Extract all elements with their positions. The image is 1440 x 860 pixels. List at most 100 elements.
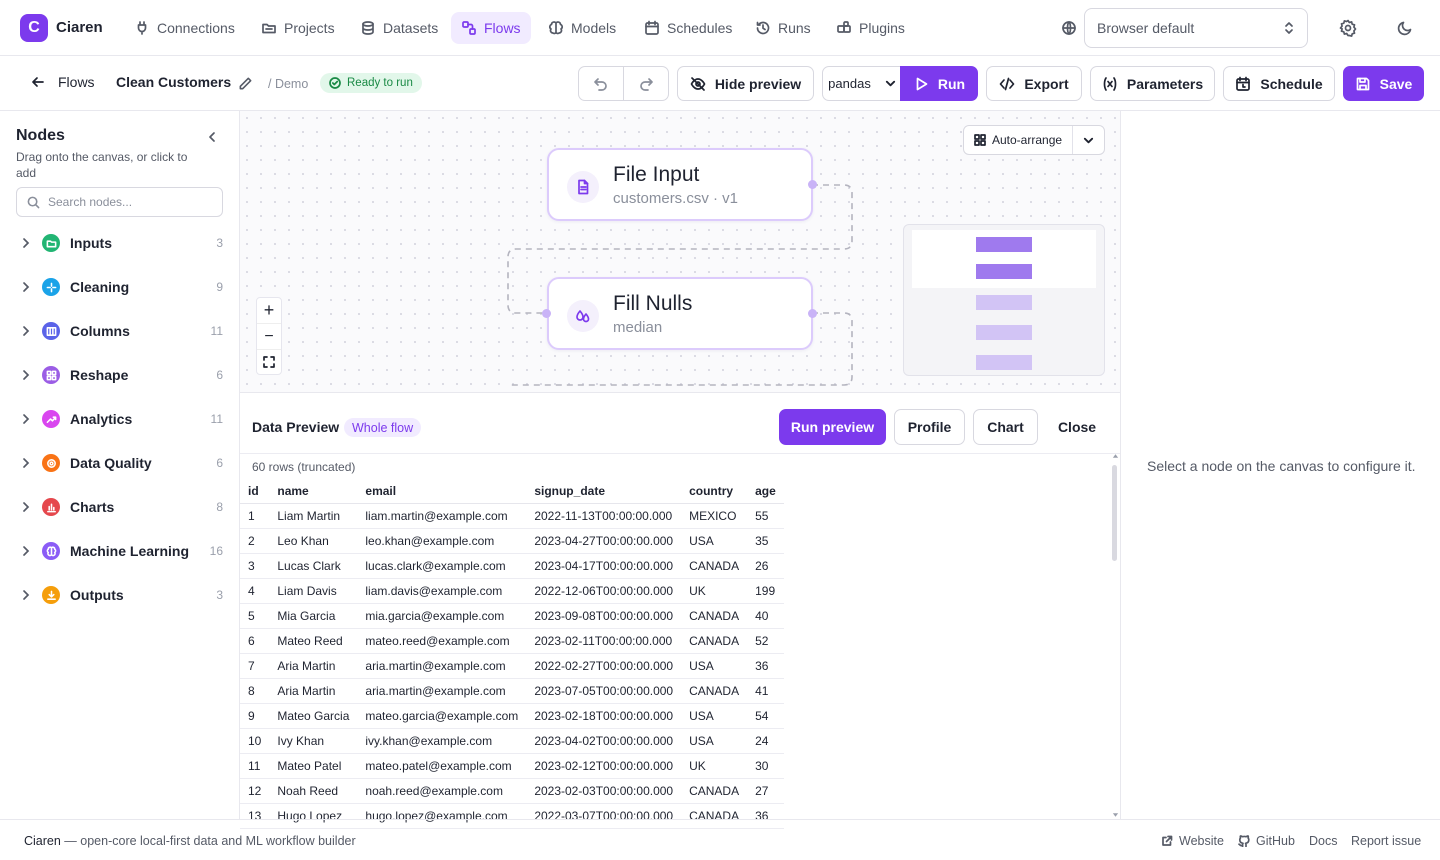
schedule-button[interactable]: Schedule (1223, 66, 1335, 101)
nav-projects[interactable]: Projects (251, 12, 345, 44)
flow-toolbar (0, 56, 1440, 111)
run-preview-button[interactable]: Run preview (779, 409, 886, 445)
table-scrollbar[interactable] (1112, 465, 1117, 561)
export-button[interactable]: Export (986, 66, 1082, 101)
chevron-left-icon[interactable] (205, 130, 219, 144)
nav-plugins[interactable]: Plugins (826, 12, 915, 44)
table-cell: aria.martin@example.com (357, 653, 527, 679)
node-fill-nulls[interactable]: Fill Nulls median (547, 277, 813, 350)
scroll-down-arrow-icon[interactable] (1112, 812, 1119, 818)
nav-models[interactable]: Models (538, 12, 626, 44)
pencil-icon[interactable] (238, 76, 253, 91)
search-nodes-input[interactable]: Search nodes... (16, 187, 223, 217)
minimap[interactable] (903, 224, 1105, 376)
table-cell: 1 (240, 503, 270, 529)
category-data-quality[interactable]: Data Quality 6 (16, 448, 223, 478)
category-count: 3 (216, 236, 223, 250)
engine-select[interactable]: pandas (822, 66, 902, 101)
table-cell: 2023-09-08T00:00:00.000 (526, 603, 682, 629)
nav-datasets[interactable]: Datasets (350, 12, 448, 44)
nav-runs[interactable]: Runs (745, 12, 821, 44)
input-port[interactable] (542, 309, 551, 318)
puzzle-icon (837, 21, 851, 33)
zoom-in-button[interactable]: + (257, 298, 281, 324)
undo-button[interactable] (578, 66, 624, 101)
close-preview-button[interactable]: Close (1046, 409, 1108, 445)
category-outputs[interactable]: Outputs 3 (16, 580, 223, 610)
moon-icon[interactable] (1396, 19, 1414, 37)
table-cell: mateo.patel@example.com (357, 753, 527, 779)
top-navigation: C Ciaren Connections Projects Datasets F… (0, 0, 1440, 56)
category-cleaning[interactable]: Cleaning 9 (16, 272, 223, 302)
project-breadcrumb[interactable]: / Demo (268, 77, 309, 91)
app-brand[interactable]: Ciaren (56, 19, 103, 36)
output-port[interactable] (808, 309, 817, 318)
profile-button[interactable]: Profile (894, 409, 965, 445)
zoom-out-button[interactable]: − (257, 324, 281, 350)
column-header[interactable]: id (240, 479, 270, 504)
scroll-up-arrow-icon[interactable] (1112, 453, 1119, 459)
footer-link-report-issue[interactable]: Report issue (1351, 834, 1421, 848)
table-cell: 24 (747, 728, 784, 754)
category-machine-learning[interactable]: Machine Learning 16 (16, 536, 223, 566)
language-select[interactable]: Browser default (1084, 8, 1308, 48)
output-port[interactable] (808, 180, 817, 189)
parameters-label: Parameters (1126, 75, 1204, 92)
nav-label: Models (571, 20, 617, 36)
table-header-row: id name email signup_date country age (240, 479, 784, 504)
footer-link-github[interactable]: GitHub (1238, 834, 1295, 848)
column-header[interactable]: country (681, 479, 748, 504)
auto-arrange-menu-button[interactable] (1073, 135, 1104, 146)
footer-link-docs[interactable]: Docs (1309, 834, 1337, 848)
run-button[interactable]: Run (900, 66, 978, 101)
column-header[interactable]: name (269, 479, 358, 504)
chevron-down-icon (1083, 137, 1094, 143)
column-header[interactable]: email (357, 479, 527, 504)
globe-icon (1062, 21, 1076, 35)
chart-button[interactable]: Chart (973, 409, 1038, 445)
back-to-flows-button[interactable]: Flows (30, 74, 95, 90)
chevron-right-icon (23, 590, 30, 600)
app-logo[interactable]: C (20, 14, 48, 42)
hide-preview-button[interactable]: Hide preview (677, 66, 814, 101)
table-cell: ivy.khan@example.com (357, 728, 527, 754)
nav-connections[interactable]: Connections (124, 12, 245, 44)
chevron-right-icon (23, 282, 30, 292)
table-cell: 13 (240, 803, 270, 829)
nav-label: Flows (484, 20, 521, 36)
category-count: 16 (209, 544, 223, 558)
back-label: Flows (58, 74, 95, 90)
category-charts[interactable]: Charts 8 (16, 492, 223, 522)
auto-arrange-button[interactable]: Auto-arrange (964, 126, 1074, 154)
category-label: Analytics (70, 411, 133, 427)
nav-schedules[interactable]: Schedules (634, 12, 742, 44)
chevron-right-icon (23, 238, 30, 248)
gear-icon[interactable] (1339, 19, 1357, 37)
save-button[interactable]: Save (1343, 66, 1424, 101)
category-reshape[interactable]: Reshape 6 (16, 360, 223, 390)
table-cell: liam.martin@example.com (357, 503, 527, 529)
table-cell: aria.martin@example.com (357, 678, 527, 704)
fit-view-button[interactable] (257, 350, 281, 374)
footer-brand[interactable]: Ciaren (24, 834, 61, 848)
chevrons-updown-icon (1285, 22, 1293, 34)
minimap-node (976, 264, 1032, 279)
column-header[interactable]: signup_date (526, 479, 682, 504)
category-columns[interactable]: Columns 11 (16, 316, 223, 346)
parameters-button[interactable]: Parameters (1090, 66, 1215, 101)
auto-arrange-control[interactable]: Auto-arrange (963, 125, 1105, 155)
node-file-input[interactable]: File Input customers.csv · v1 (547, 148, 813, 221)
config-panel: Select a node on the canvas to configure… (1120, 111, 1440, 819)
footer-link-website[interactable]: Website (1161, 834, 1224, 848)
column-header[interactable]: age (747, 479, 784, 504)
table-cell: 2023-04-02T00:00:00.000 (526, 728, 682, 754)
category-inputs[interactable]: Inputs 3 (16, 228, 223, 258)
table-cell: 41 (747, 678, 784, 704)
flow-icon (462, 21, 476, 35)
edge-connection (508, 312, 853, 386)
flow-canvas[interactable]: File Input customers.csv · v1 Fill Nulls… (240, 111, 1120, 392)
bar-chart-icon (42, 498, 60, 516)
nav-flows[interactable]: Flows (451, 12, 531, 44)
redo-button[interactable] (623, 66, 669, 101)
category-analytics[interactable]: Analytics 11 (16, 404, 223, 434)
